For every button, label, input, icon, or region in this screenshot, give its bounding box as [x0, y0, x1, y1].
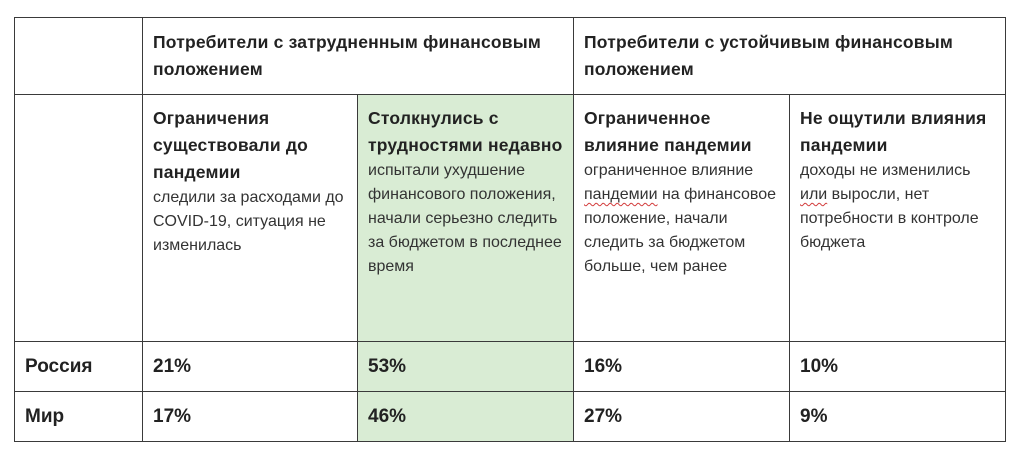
empty-label-cell: [14, 94, 143, 342]
empty-corner-cell: [14, 17, 143, 95]
subgroup-description: следили за расходами до COVID-19, ситуац…: [153, 189, 344, 254]
subgroup-description: испытали ухудшение финансового положения…: [368, 162, 562, 275]
value-cell: 16%: [573, 341, 790, 392]
group-header-stable: Потребители с устойчивым финансовым поло…: [572, 17, 1007, 95]
value-cell: 17%: [142, 391, 358, 442]
row-label: Россия: [25, 356, 93, 377]
value-cell: 27%: [573, 391, 790, 442]
percent-value: 46%: [368, 406, 407, 427]
value-cell-highlighted: 53%: [357, 341, 574, 392]
table-row: Мир 17% 46% 27% 9%: [14, 391, 1007, 442]
percent-value: 16%: [584, 356, 623, 377]
spellcheck-marked-word[interactable]: или: [800, 186, 828, 203]
row-label-cell: Мир: [14, 391, 143, 442]
percent-value: 53%: [368, 356, 407, 377]
group-header-struggling-text: Потребители с затрудненным финансовым по…: [153, 32, 542, 79]
desc-text: ограниченное влияние: [584, 162, 754, 179]
group-header-struggling: Потребители с затрудненным финансовым по…: [142, 17, 574, 95]
value-cell: 21%: [142, 341, 358, 392]
percent-value: 10%: [800, 356, 839, 377]
row-label: Мир: [25, 406, 65, 427]
subgroup-title: Ограниченное влияние пандемии: [584, 108, 752, 155]
desc-text: доходы не изменились: [800, 162, 971, 179]
percent-value: 17%: [153, 406, 192, 427]
subgroup-row: Ограничения существовали до пандемии сле…: [14, 94, 1007, 342]
subgroup-cell-3: Ограниченное влияние пандемии ограниченн…: [573, 94, 790, 342]
subgroup-title: Ограничения существовали до пандемии: [153, 108, 309, 182]
table-row: Россия 21% 53% 16% 10%: [14, 341, 1007, 392]
percent-value: 27%: [584, 406, 623, 427]
consumer-segments-table: Потребители с затрудненным финансовым по…: [14, 17, 1007, 442]
subgroup-title: Столкнулись с трудностями недавно: [368, 108, 563, 155]
subgroup-description: доходы не изменились или выросли, нет по…: [800, 159, 995, 255]
desc-text: выросли, нет потребности в контроле бюдж…: [800, 186, 979, 251]
spellcheck-marked-word[interactable]: пандемии: [584, 186, 658, 203]
subgroup-title: Не ощутили влияния пандемии: [800, 108, 987, 155]
value-cell: 10%: [788, 341, 1007, 392]
subgroup-cell-4: Не ощутили влияния пандемии доходы не из…: [788, 94, 1007, 342]
value-cell: 9%: [788, 391, 1007, 442]
desc-text: на финансовое положение, начали следить …: [584, 186, 777, 275]
comparison-table-container: Потребители с затрудненным финансовым по…: [14, 17, 1007, 442]
percent-value: 9%: [800, 406, 828, 427]
row-label-cell: Россия: [14, 341, 143, 392]
percent-value: 21%: [153, 356, 192, 377]
subgroup-cell-2-highlighted: Столкнулись с трудностями недавно испыта…: [357, 94, 574, 342]
group-header-row: Потребители с затрудненным финансовым по…: [14, 17, 1007, 95]
subgroup-cell-1: Ограничения существовали до пандемии сле…: [142, 94, 358, 342]
subgroup-description: ограниченное влияние пандемии на финансо…: [584, 159, 779, 279]
group-header-stable-text: Потребители с устойчивым финансовым поло…: [584, 32, 954, 79]
value-cell-highlighted: 46%: [357, 391, 574, 442]
